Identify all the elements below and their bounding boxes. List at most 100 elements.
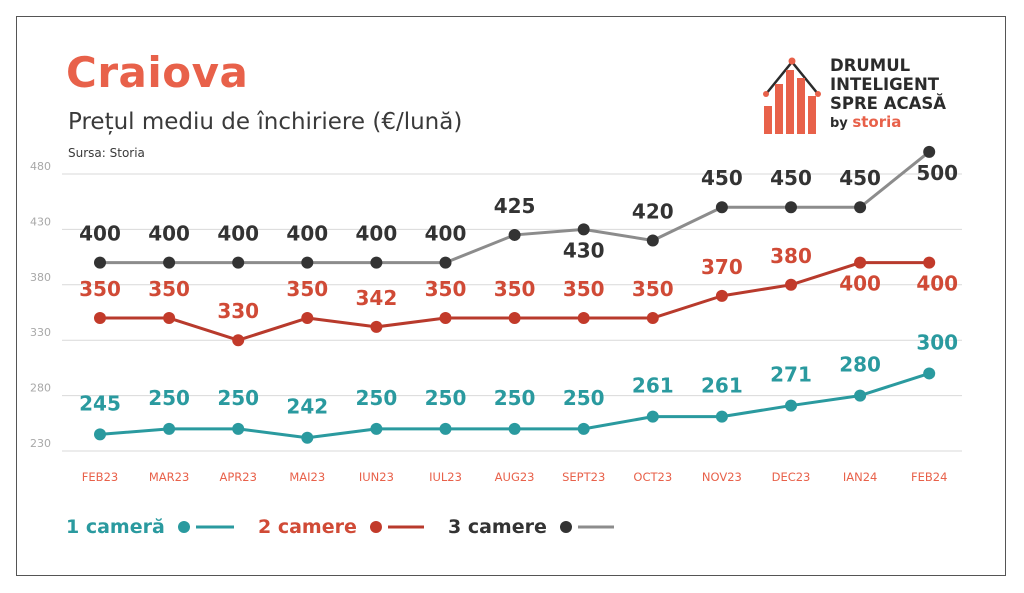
- data-label: 250: [217, 386, 259, 410]
- data-label: 450: [701, 166, 743, 190]
- data-label: 430: [563, 238, 605, 262]
- data-label: 380: [770, 244, 812, 268]
- data-label: 250: [425, 386, 467, 410]
- data-point: [715, 410, 728, 423]
- legend-marker: [178, 521, 190, 533]
- brand-line-1: DRUMUL: [830, 56, 911, 75]
- data-point: [163, 312, 176, 325]
- data-point: [508, 228, 521, 241]
- legend-marker: [560, 521, 572, 533]
- data-label: 420: [632, 199, 674, 223]
- data-label: 350: [632, 277, 674, 301]
- data-point: [370, 256, 383, 269]
- data-point: [94, 312, 106, 325]
- data-point: [923, 145, 936, 158]
- data-point: [785, 278, 797, 291]
- data-point: [923, 367, 936, 380]
- x-tick-label: OCT23: [633, 470, 672, 484]
- data-point: [646, 234, 659, 247]
- x-tick-label: AUG23: [495, 470, 535, 484]
- data-point: [715, 289, 728, 302]
- brand-logo-icon: [763, 57, 821, 134]
- data-point: [232, 422, 245, 435]
- data-label: 280: [839, 353, 881, 377]
- data-point: [370, 320, 383, 333]
- data-label: 242: [286, 395, 328, 419]
- data-label: 400: [916, 272, 958, 296]
- x-tick-label: DEC23: [772, 470, 811, 484]
- data-point: [854, 201, 867, 214]
- data-point: [577, 223, 590, 236]
- y-tick-label: 430: [30, 215, 51, 228]
- data-label: 350: [286, 277, 328, 301]
- data-label: 250: [563, 386, 605, 410]
- y-tick-label: 480: [30, 160, 51, 173]
- data-point: [163, 422, 176, 435]
- chart-subtitle: Prețul mediu de închiriere (€/lună): [68, 109, 463, 135]
- x-tick-label: IUN23: [359, 470, 394, 484]
- data-point: [439, 312, 452, 325]
- data-label: 450: [839, 166, 881, 190]
- data-point: [646, 312, 659, 325]
- data-label: 400: [356, 222, 398, 246]
- data-label: 370: [701, 255, 743, 279]
- data-label: 250: [148, 386, 190, 410]
- data-point: [785, 399, 797, 412]
- data-label: 261: [701, 374, 743, 398]
- data-point: [301, 312, 314, 325]
- data-label: 350: [563, 277, 605, 301]
- data-point: [370, 422, 383, 435]
- data-point: [439, 422, 452, 435]
- data-point: [646, 410, 659, 423]
- data-point: [301, 431, 314, 444]
- chart-frame: [16, 16, 1006, 576]
- y-tick-label: 280: [30, 382, 51, 395]
- data-point: [854, 256, 867, 269]
- data-label: 400: [148, 222, 190, 246]
- data-point: [163, 256, 176, 269]
- y-tick-label: 330: [30, 326, 51, 339]
- x-tick-label: MAI23: [289, 470, 325, 484]
- data-point: [785, 201, 797, 214]
- data-label: 400: [839, 272, 881, 296]
- x-tick-label: NOV23: [702, 470, 742, 484]
- data-label: 261: [632, 374, 674, 398]
- data-label: 450: [770, 166, 812, 190]
- x-tick-label: SEPT23: [562, 470, 605, 484]
- brand-by: by storia: [830, 113, 946, 133]
- data-point: [508, 422, 521, 435]
- data-label: 400: [425, 222, 467, 246]
- data-point: [232, 256, 245, 269]
- brand-line-3: SPRE ACASĂ: [830, 94, 946, 113]
- data-point: [508, 312, 521, 325]
- page-title: Craiova: [66, 48, 249, 97]
- data-label: 250: [494, 386, 536, 410]
- x-tick-label: FEB24: [911, 470, 947, 484]
- y-tick-label: 230: [30, 437, 51, 450]
- data-point: [94, 428, 106, 441]
- data-label: 271: [770, 363, 812, 387]
- data-point: [232, 334, 245, 347]
- data-label: 400: [79, 222, 121, 246]
- data-label: 330: [217, 299, 259, 323]
- source-note: Sursa: Storia: [68, 146, 145, 160]
- brand-text: DRUMUL INTELIGENT SPRE ACASĂ by storia: [830, 56, 946, 133]
- data-label: 300: [916, 330, 958, 354]
- y-tick-label: 380: [30, 271, 51, 284]
- data-point: [577, 312, 590, 325]
- x-tick-label: IAN24: [843, 470, 878, 484]
- data-label: 350: [79, 277, 121, 301]
- data-point: [301, 256, 314, 269]
- legend-label: 1 cameră: [66, 516, 165, 538]
- brand-line-2: INTELIGENT: [830, 75, 940, 94]
- data-label: 350: [494, 277, 536, 301]
- legend-label: 2 camere: [258, 516, 357, 538]
- legend-marker: [370, 521, 382, 533]
- data-point: [854, 389, 867, 402]
- legend-label: 3 camere: [448, 516, 547, 538]
- data-point: [715, 201, 728, 214]
- data-label: 342: [356, 286, 398, 310]
- data-point: [577, 422, 590, 435]
- x-tick-label: MAR23: [149, 470, 189, 484]
